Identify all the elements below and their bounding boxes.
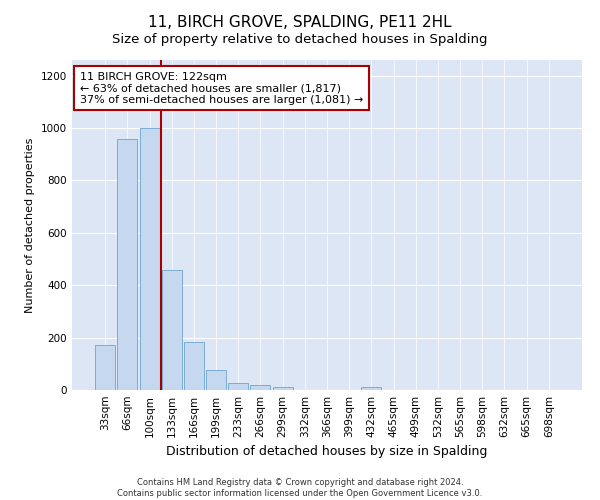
- Bar: [162, 270, 182, 390]
- Bar: [250, 385, 271, 390]
- Text: Size of property relative to detached houses in Spalding: Size of property relative to detached ho…: [112, 32, 488, 46]
- Bar: [118, 138, 137, 390]
- Bar: [140, 128, 160, 390]
- Text: 11, BIRCH GROVE, SPALDING, PE11 2HL: 11, BIRCH GROVE, SPALDING, PE11 2HL: [148, 15, 452, 30]
- Bar: [361, 386, 382, 390]
- Bar: [272, 386, 293, 390]
- Bar: [228, 384, 248, 390]
- Text: 11 BIRCH GROVE: 122sqm
← 63% of detached houses are smaller (1,817)
37% of semi-: 11 BIRCH GROVE: 122sqm ← 63% of detached…: [80, 72, 363, 105]
- Y-axis label: Number of detached properties: Number of detached properties: [25, 138, 35, 312]
- Bar: [95, 346, 115, 390]
- Bar: [206, 370, 226, 390]
- Text: Contains HM Land Registry data © Crown copyright and database right 2024.
Contai: Contains HM Land Registry data © Crown c…: [118, 478, 482, 498]
- X-axis label: Distribution of detached houses by size in Spalding: Distribution of detached houses by size …: [166, 446, 488, 458]
- Bar: [184, 342, 204, 390]
